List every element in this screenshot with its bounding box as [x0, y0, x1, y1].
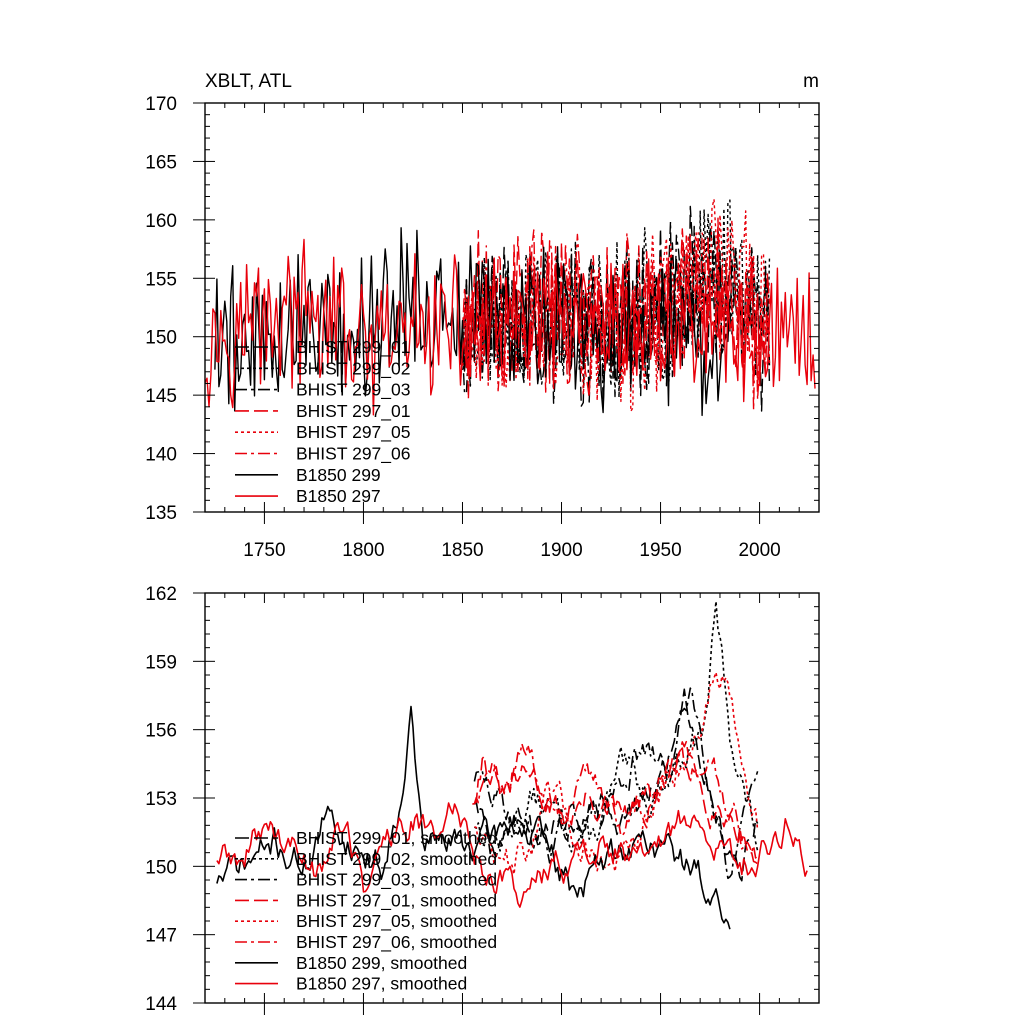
legend-label-3: BHIST 297_01: [296, 401, 410, 422]
y-tick-label: 147: [145, 926, 177, 947]
x-tick-label: 1950: [639, 540, 681, 561]
series-line-4: [474, 671, 759, 876]
x-axis: [224, 593, 800, 1015]
legend-label-4: BHIST 297_05, smoothed: [296, 911, 497, 932]
legend-label-1: BHIST 299_02, smoothed: [296, 849, 497, 870]
legend-label-2: BHIST 299_03, smoothed: [296, 870, 497, 891]
legend-label-7: B1850 297, smoothed: [296, 974, 467, 994]
y-tick-label: 145: [145, 386, 177, 407]
y-tick-label: 162: [145, 584, 177, 605]
y-axis: 135 140 145 150 155 160 165 170: [145, 94, 819, 524]
legend-label-4: BHIST 297_05: [296, 422, 410, 443]
series-line-1: [473, 600, 759, 853]
y-tick-label: 140: [145, 445, 177, 466]
legend-label-0: BHIST 299_01, smoothed: [296, 828, 497, 849]
series-line-7: [216, 802, 808, 908]
series-line-7: [205, 238, 816, 416]
units-label: m: [803, 71, 819, 92]
y-axis: 144 147 150 153 156 159 162: [145, 584, 819, 1015]
series-line-5: [461, 229, 771, 411]
plot-frame: [204, 102, 820, 513]
x-tick-label: 1750: [243, 540, 285, 561]
x-tick-label: 2000: [738, 540, 780, 561]
legend-label-6: B1850 299, smoothed: [296, 953, 467, 973]
legend-label-7: B1850 297: [296, 486, 381, 506]
y-tick-label: 159: [145, 652, 177, 673]
series-line-2: [473, 687, 759, 880]
series-line-3: [461, 217, 771, 400]
x-axis: 1750 1800 1850 1900 1950 2000: [224, 103, 800, 561]
legend-label-5: BHIST 297_06, smoothed: [296, 932, 497, 953]
series-line-5: [473, 742, 759, 859]
lower-panel: 144 147 150 153 156 159 162 BHIST 299_01, smoot…: [145, 584, 820, 1015]
y-tick-label: 160: [145, 211, 177, 232]
y-tick-label: 153: [145, 789, 177, 810]
series-lines: [216, 600, 808, 930]
legend-label-0: BHIST 299_01: [296, 337, 410, 358]
y-tick-label: 155: [145, 269, 177, 290]
y-tick-label: 170: [145, 94, 177, 115]
legend-label-5: BHIST 297_06: [296, 444, 410, 465]
x-tick-label: 1900: [540, 540, 582, 561]
y-tick-label: 150: [145, 328, 177, 349]
x-tick-label: 1800: [342, 540, 384, 561]
y-tick-label: 144: [145, 994, 177, 1015]
y-tick-label: 165: [145, 152, 177, 173]
legend-label-2: BHIST 299_03: [296, 380, 410, 401]
x-tick-label: 1850: [441, 540, 483, 561]
series-line-1: [461, 199, 771, 398]
y-tick-label: 135: [145, 503, 177, 524]
legend-label-6: B1850 299: [296, 465, 381, 485]
chart-title: XBLT, ATL: [205, 71, 292, 92]
legend-label-3: BHIST 297_01, smoothed: [296, 890, 497, 911]
legend-label-1: BHIST 299_02: [296, 358, 410, 379]
series-line-3: [472, 740, 759, 865]
upper-panel: 1750 1800 1850 1900 1950 20001351401451501551…: [145, 94, 820, 561]
series-lines: [205, 198, 816, 417]
y-tick-label: 150: [145, 857, 177, 878]
y-tick-label: 156: [145, 721, 177, 742]
